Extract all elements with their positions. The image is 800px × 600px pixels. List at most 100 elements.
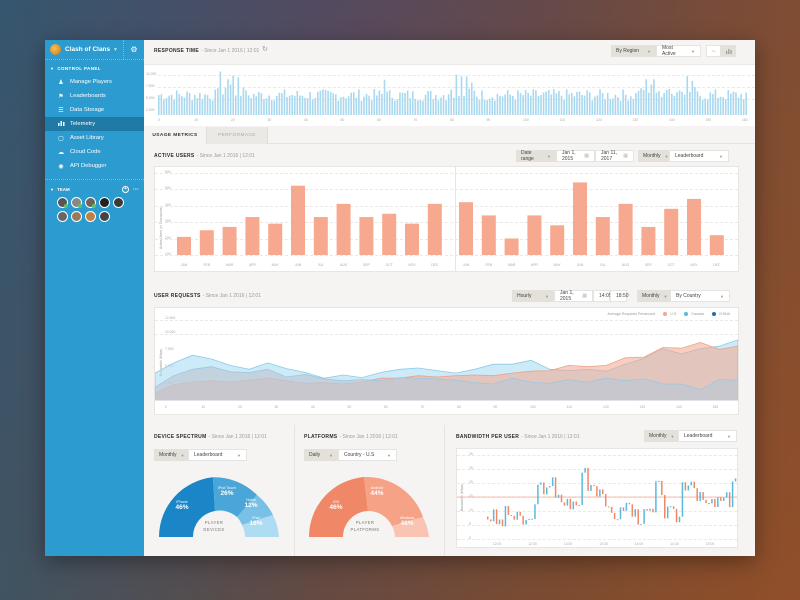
user-requests-title: USER REQUESTS - Since Jan 1 2016 | 12:01 [154,293,261,299]
chevron-down-icon: ▼ [691,48,695,54]
bar-chart-icon[interactable] [721,45,736,57]
leaderboard-dropdown[interactable]: Leaderboard ▼ [669,150,729,162]
gear-icon[interactable]: ⚙ [130,45,138,54]
svg-text:14:30: 14:30 [670,542,679,546]
avatar[interactable] [57,211,68,222]
team-section: ▼ TEAM + ··· [45,180,144,197]
sidebar-item-label: API Debugger [70,163,107,169]
caret-down-icon: ▼ [50,187,54,192]
team-label: TEAM [56,187,70,192]
app-window: Clash of Clans ▼ ⚙ ▼ CONTROL PANEL ♟ Man… [45,40,755,556]
period-dropdown[interactable]: Daily ▼ [304,449,338,461]
active-users-bars: JAN FEB MAR APR MAY JUN JUL AUG SEP OCT NOV DEC JAN F… [177,182,724,267]
avatar[interactable] [99,211,110,222]
file-icon: ▢ [58,135,64,142]
control-panel-section[interactable]: ▼ CONTROL PANEL [45,60,144,75]
calendar-icon: ▦ [582,293,587,299]
response-time-bars [158,71,748,115]
bug-icon: ◉ [58,163,64,170]
svg-text:FEB: FEB [485,263,492,267]
database-icon: ☰ [58,107,64,114]
svg-text:OCT: OCT [386,263,393,267]
refresh-icon[interactable]: ↻ [262,46,268,53]
sidebar-item-leaderboards[interactable]: ⚑ Leaderboards [45,89,144,103]
region-dropdown[interactable]: By Region ▼ [611,45,656,57]
platforms-controls: Daily ▼ Country - U.S ▼ [304,449,397,461]
tab-usage-metrics[interactable]: USAGE METRICS [144,127,206,144]
svg-text:SEP: SEP [363,263,371,267]
group-dropdown[interactable]: By Country ▼ [670,290,730,302]
gauge-center-label: PLAYER DEVICES [203,520,225,532]
country-dropdown[interactable]: Country - U.S ▼ [338,449,397,461]
sidebar-item-cloud-code[interactable]: ☁ Cloud Code [45,145,144,159]
svg-text:JAN: JAN [181,263,188,267]
avatar[interactable] [113,197,124,208]
add-member-icon[interactable]: + [122,186,129,193]
sidebar-divider [45,179,144,180]
device-gauge [159,477,279,537]
response-time-controls: By Region ▼ Most Active ▼ [611,45,701,57]
period-dropdown[interactable]: Monthly ▼ [154,449,188,461]
period-dropdown[interactable]: Monthly ▼ [644,430,678,442]
user-requests-areas [155,339,738,401]
time-from-input[interactable]: 14:05 [593,290,612,302]
sidebar-item-api-debugger[interactable]: ◉ API Debugger [45,159,144,173]
segment-nokia[interactable]: Nokia 12% [244,498,258,510]
segment-iphone[interactable]: iPhone 46% [175,500,189,512]
svg-text:APR: APR [249,263,257,267]
sidebar-item-label: Data Storage [70,107,105,113]
svg-text:AUG: AUG [622,263,630,267]
sidebar-item-data-storage[interactable]: ☰ Data Storage [45,103,144,117]
date-to-input[interactable]: Jan 11, 2017 ▦ [595,150,634,162]
app-switcher[interactable]: Clash of Clans ▼ [45,40,124,60]
date-range-dropdown[interactable]: Date range ▼ [516,150,556,162]
chart-type-toggle: ∼ [706,45,736,57]
leaderboard-dropdown[interactable]: Leaderboard ▼ [678,430,737,442]
caret-down-icon: ▼ [50,66,55,71]
svg-text:14:00: 14:00 [635,542,644,546]
sidebar-item-asset-library[interactable]: ▢ Asset Library [45,131,144,145]
legend-item-china[interactable]: CHINA [711,312,730,316]
section-label: CONTROL PANEL [57,66,101,71]
segment-ipod-touch[interactable]: iPod Touch 26% [218,486,236,498]
svg-text:MAY: MAY [554,263,562,267]
bandwidth-chart: Bandwidth (Mbps) 302520151050 12:0012:30… [456,448,738,548]
avatar[interactable] [57,197,68,208]
svg-text:AUG: AUG [340,263,348,267]
avatar[interactable] [71,211,82,222]
line-chart-icon[interactable]: ∼ [706,45,721,57]
date-from-input[interactable]: Jan 1, 2015 ▦ [556,150,595,162]
activity-dropdown[interactable]: Most Active ▼ [656,45,701,57]
segment-ipad[interactable]: iPad 16% [249,516,263,528]
sidebar-item-label: Leaderboards [70,93,106,99]
segment-ios[interactable]: iOS 46% [329,500,343,512]
sidebar-item-manage-players[interactable]: ♟ Manage Players [45,75,144,89]
svg-text:NOV: NOV [408,263,416,267]
svg-text:15:00: 15:00 [706,542,715,546]
device-spectrum-controls: Monthly ▼ Leaderboard ▼ [154,449,247,461]
avatar[interactable] [85,197,96,208]
legend-item-canada[interactable]: Canada [684,312,704,316]
tab-performance[interactable]: PERFORMACE [206,127,268,144]
period-dropdown[interactable]: Monthly ▼ [637,290,670,302]
date-input[interactable]: Jan 1, 2015 ▦ [554,290,593,302]
user-requests-chart: Average Requests Persecond U.S Canada CH… [154,307,739,415]
sidebar-item-telemetry[interactable]: Telemetry [45,117,144,131]
avatar[interactable] [99,197,110,208]
period-dropdown[interactable]: Monthly ▼ [638,150,669,162]
cloud-icon: ☁ [58,149,64,156]
avatar[interactable] [85,211,96,222]
calendar-icon: ▦ [623,153,628,159]
segment-android[interactable]: Android 44% [370,486,384,498]
svg-text:OCT: OCT [668,263,675,267]
segment-windows[interactable]: Windows 46% [399,516,415,528]
time-to-input[interactable]: 18:50 [610,290,629,302]
legend-item-us[interactable]: U.S [663,312,676,316]
more-icon[interactable]: ··· [133,186,139,193]
avatar[interactable] [71,197,82,208]
flag-icon: ⚑ [58,93,64,100]
interval-dropdown[interactable]: Hourly ▼ [512,290,554,302]
sidebar-header: Clash of Clans ▼ ⚙ [45,40,144,60]
leaderboard-dropdown[interactable]: Leaderboard ▼ [188,449,247,461]
